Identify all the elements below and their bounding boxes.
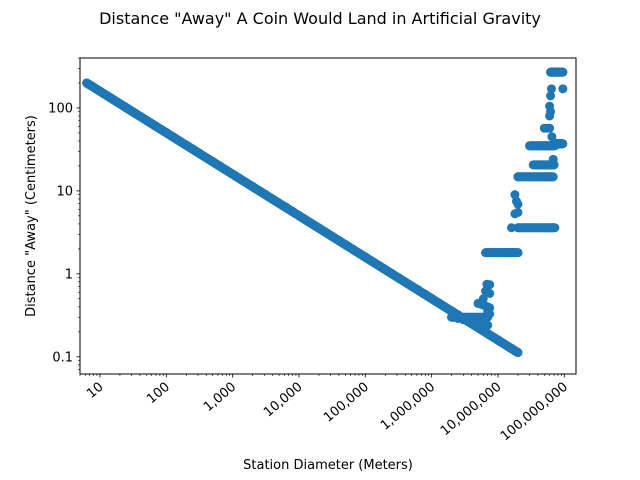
data-point	[321, 227, 331, 237]
data-point	[307, 219, 317, 229]
x-tick-label: 100	[144, 380, 173, 407]
data-point	[121, 103, 131, 113]
data-point	[214, 161, 224, 171]
data-point	[545, 123, 555, 133]
x-axis-label: Station Diameter (Meters)	[243, 458, 413, 473]
data-point	[241, 177, 251, 187]
y-axis-label: Distance "Away" (Centimeters)	[24, 115, 39, 317]
data-point	[513, 248, 523, 258]
data-point	[261, 190, 271, 200]
data-point	[558, 84, 568, 94]
data-point	[485, 288, 495, 298]
data-point	[248, 181, 258, 191]
data-point	[141, 115, 151, 125]
data-point	[274, 198, 284, 208]
y-tick-label: 1	[65, 267, 73, 282]
data-point	[546, 84, 556, 94]
data-point	[407, 281, 417, 291]
data-point	[228, 169, 238, 179]
y-axis-ticks: 0.1 1 10 100	[48, 57, 80, 370]
x-tick-label: 10,000	[261, 380, 305, 421]
data-point	[109, 95, 119, 105]
y-tick-label: 10	[56, 184, 73, 199]
data-point	[483, 312, 493, 322]
data-point	[181, 140, 191, 150]
x-tick-label: 100,000	[321, 380, 372, 426]
data-point	[367, 256, 377, 266]
data-point	[500, 339, 510, 349]
x-tick-label: 1,000	[201, 380, 239, 415]
data-point	[486, 331, 496, 341]
x-tick-label: 1,000,000	[378, 380, 438, 434]
plot-area-frame	[79, 57, 577, 375]
data-point	[135, 111, 145, 121]
data-point	[174, 136, 184, 146]
y-tick-label: 0.1	[52, 350, 73, 365]
x-tick-label: 10	[84, 380, 106, 402]
data-point	[201, 152, 211, 162]
data-point	[194, 148, 204, 158]
data-point	[301, 215, 311, 225]
data-point	[400, 277, 410, 287]
data-point	[546, 91, 556, 101]
data-point	[188, 144, 198, 154]
data-point	[148, 120, 158, 130]
data-point	[95, 86, 105, 96]
data-point	[115, 99, 125, 109]
data-point	[549, 160, 559, 170]
data-point	[221, 165, 231, 175]
data-point	[483, 320, 493, 330]
data-point	[327, 231, 337, 241]
data-point	[478, 294, 488, 304]
data-point	[82, 78, 92, 88]
data-point	[374, 260, 384, 270]
data-point	[433, 298, 443, 308]
data-point	[558, 67, 568, 77]
data-point	[507, 223, 517, 233]
data-point	[513, 347, 523, 357]
data-point	[393, 273, 403, 283]
data-point	[413, 285, 423, 295]
data-point	[161, 127, 171, 137]
data-point	[168, 132, 178, 142]
data-points	[82, 67, 568, 358]
data-point	[380, 264, 390, 274]
data-point	[548, 172, 558, 182]
x-tick-label: 10,000,000	[438, 380, 505, 439]
data-point	[267, 194, 277, 204]
chart-title: Distance "Away" A Coin Would Land in Art…	[99, 9, 541, 28]
data-point	[234, 173, 244, 183]
data-point	[493, 335, 503, 345]
y-tick-label: 100	[48, 101, 73, 116]
data-point	[547, 132, 557, 142]
data-point	[347, 244, 357, 254]
data-point	[485, 280, 495, 290]
data-point	[354, 248, 364, 258]
data-point	[294, 210, 304, 220]
data-point	[513, 207, 523, 217]
data-point	[340, 239, 350, 249]
data-point	[420, 289, 430, 299]
data-point	[314, 223, 324, 233]
data-point	[545, 101, 555, 111]
data-point	[208, 157, 218, 167]
data-point	[506, 343, 516, 353]
data-point	[254, 186, 264, 196]
data-point	[558, 139, 568, 149]
data-point	[387, 268, 397, 278]
data-point	[427, 293, 437, 303]
data-point	[287, 206, 297, 216]
x-tick-label: 100,000,000	[498, 380, 571, 445]
data-point	[334, 235, 344, 245]
data-point	[360, 252, 370, 262]
data-point	[440, 302, 450, 312]
data-point	[281, 202, 291, 212]
x-axis-ticks: 10 100 1,000 10,000 100,000 1,000,000 10,000,0…	[79, 374, 571, 445]
data-point	[511, 196, 521, 206]
data-point	[550, 223, 560, 233]
